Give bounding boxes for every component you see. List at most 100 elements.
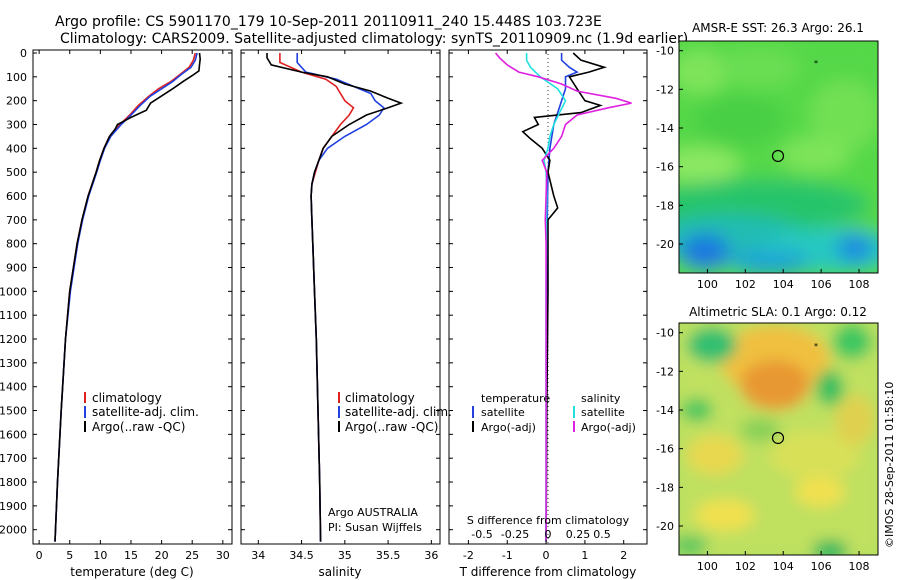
x-tick-label: 10 <box>93 549 107 562</box>
x-tick-label: 34.5 <box>289 549 314 562</box>
lat-tick-label: -16 <box>656 161 674 174</box>
legend-label-argo: Argo(..raw -QC) <box>92 420 185 434</box>
x-tick-label: 35 <box>338 549 352 562</box>
x-tick-label: -1 <box>502 549 513 562</box>
lat-tick-label: -10 <box>656 327 674 340</box>
depth-tick-label: 1700 <box>0 452 27 465</box>
legend-label-argo: Argo(..raw -QC) <box>345 420 438 434</box>
temperature-series <box>54 52 202 542</box>
lon-tick-label: 102 <box>735 278 756 291</box>
depth-tick-label: 1000 <box>0 285 27 298</box>
depth-tick-label: 1200 <box>0 333 27 346</box>
title-line-2: Climatology: CARS2009. Satellite-adjuste… <box>60 31 688 47</box>
x-tick-label: 15 <box>124 549 138 562</box>
series-line-climatology <box>54 52 197 542</box>
x-tick-label: 0 <box>543 549 550 562</box>
depth-tick-label: 500 <box>6 166 27 179</box>
x-tick-label: 34 <box>251 549 265 562</box>
legend-label-climatology: climatology <box>92 391 162 405</box>
legend-label-satellite: satellite-adj. clim. <box>92 405 199 419</box>
s-tick: -0.5 <box>471 528 492 541</box>
x-tick-label: 0 <box>36 549 43 562</box>
sst-map-title: AMSR-E SST: 26.3 Argo: 26.1 <box>692 21 864 35</box>
legend-heading-salinity: salinity <box>581 392 621 405</box>
s-tick: 0.5 <box>593 528 611 541</box>
depth-tick-label: 800 <box>6 238 27 251</box>
lat-tick-label: -20 <box>656 238 674 251</box>
series-line-satellite <box>296 53 385 542</box>
temperature-legend: climatology satellite-adj. clim. Argo(..… <box>84 391 199 434</box>
series-line-argo <box>266 53 404 542</box>
sst-tick-labels: 100 102 104 106 108 -10 -12 -14 -16 -18 -20 <box>656 45 870 291</box>
sla-tick-labels: 100 102 104 106 108 -10 -12 -14 -16 -18 -20 <box>656 327 870 573</box>
title-line-1: Argo profile: CS 5901170_179 10-Sep-2011… <box>55 14 602 30</box>
difference-legend: temperature satellite Argo(-adj) salinit… <box>472 392 636 434</box>
difference-series <box>494 52 632 542</box>
temperature-axes <box>32 49 233 545</box>
lon-tick-label: 102 <box>735 560 756 573</box>
legend-label-s-argo: Argo(-adj) <box>581 421 636 434</box>
lat-tick-label: -14 <box>656 122 674 135</box>
legend-heading-temperature: temperature <box>481 392 550 405</box>
x-tick-label: 25 <box>185 549 199 562</box>
x-tick-label: 5 <box>66 549 73 562</box>
lon-tick-label: 100 <box>697 278 718 291</box>
x-tick-label: 35.5 <box>376 549 401 562</box>
depth-tick-label: 0 <box>20 47 27 60</box>
lon-tick-label: 100 <box>697 560 718 573</box>
x-tick-label: 20 <box>155 549 169 562</box>
difference-xtick-labels: -2 -1 0 1 2 <box>463 50 627 562</box>
depth-tick-label: 900 <box>6 262 27 275</box>
lat-tick-label: -18 <box>656 199 674 212</box>
argo-institution: Argo AUSTRALIA <box>328 506 418 519</box>
lon-tick-label: 108 <box>849 560 870 573</box>
salinity-xlabel: salinity <box>318 565 361 579</box>
depth-tick-label: 100 <box>6 71 27 84</box>
x-tick-label: 30 <box>216 549 230 562</box>
lat-tick-label: -20 <box>656 520 674 533</box>
depth-tick-label: 1300 <box>0 357 27 370</box>
lon-tick-label: 104 <box>773 278 794 291</box>
s-tick: 0 <box>545 528 552 541</box>
x-tick-label: 1 <box>581 549 588 562</box>
temperature-xtick-labels: 0 5 10 15 20 25 30 <box>36 50 230 562</box>
sla-heatmap <box>679 323 878 555</box>
depth-tick-label: 200 <box>6 95 27 108</box>
lat-tick-label: -12 <box>656 365 674 378</box>
legend-label-satellite: satellite-adj. clim. <box>345 405 452 419</box>
salinity-axes <box>240 49 441 545</box>
salinity-series <box>266 53 404 542</box>
lat-tick-label: -10 <box>656 45 674 58</box>
depth-tick-label: 600 <box>6 190 27 203</box>
island-marker: * <box>814 59 818 68</box>
depth-tick-label: 400 <box>6 142 27 155</box>
series-line-satellite <box>54 52 198 542</box>
depth-tick-label: 300 <box>6 119 27 132</box>
lon-tick-label: 106 <box>811 560 832 573</box>
tick-marks <box>33 52 647 531</box>
s-tick: 0.25 <box>566 528 591 541</box>
argo-pi: PI: Susan Wijffels <box>328 521 422 534</box>
depth-tick-label: 700 <box>6 214 27 227</box>
depth-tick-label: 2000 <box>0 524 27 537</box>
lat-tick-label: -16 <box>656 443 674 456</box>
depth-tick-label: 1600 <box>0 428 27 441</box>
depth-tick-label: 1900 <box>0 500 27 513</box>
imos-credit: ©IMOS 28-Sep-2011 01:58:10 <box>883 382 896 548</box>
difference-xlabel: T difference from climatology <box>459 565 637 579</box>
sla-map-frame <box>678 322 879 556</box>
depth-tick-label: 1800 <box>0 476 27 489</box>
lat-tick-label: -14 <box>656 404 674 417</box>
x-tick-label: -2 <box>463 549 474 562</box>
s-tick: -0.25 <box>501 528 529 541</box>
salinity-xtick-labels: 34 34.5 35 35.5 36 <box>251 50 438 562</box>
x-tick-label: 2 <box>620 549 627 562</box>
lat-tick-label: -12 <box>656 83 674 96</box>
lon-tick-label: 104 <box>773 560 794 573</box>
lon-tick-label: 108 <box>849 278 870 291</box>
sst-heatmap <box>679 41 878 273</box>
legend-label-t-satellite: satellite <box>481 406 525 419</box>
lon-tick-label: 106 <box>811 278 832 291</box>
sla-map-title: Altimetric SLA: 0.1 Argo: 0.12 <box>689 305 867 319</box>
